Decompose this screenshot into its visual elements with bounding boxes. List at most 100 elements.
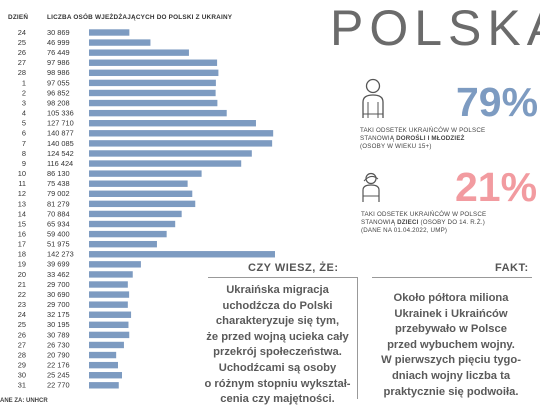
adult-person-icon [362,78,384,118]
bar [89,230,167,238]
value-label: 30 789 [47,330,70,339]
text-line: charakteryzuje się tym, [215,315,340,328]
bar [89,190,193,197]
text-line: przekrój społeczeństwa. [213,346,342,359]
bar [89,150,252,157]
bar [89,331,130,339]
value-label: 97 055 [47,78,70,87]
value-label: 29 700 [47,300,70,309]
value-label: 140 085 [47,139,74,148]
day-label: 11 [18,179,26,188]
value-label: 25 245 [47,371,70,380]
bar [89,361,118,369]
adults-desc-line1: TAKI ODSETEK UKRAIŃCÓW W POLSCE [360,127,486,134]
value-label: 33 462 [47,270,70,279]
value-label: 65 934 [47,219,70,228]
value-label: 46 999 [47,38,70,47]
day-label: 16 [18,230,26,239]
children-desc-line1: TAKI ODSETEK UKRAIŃCÓW W POLSCE [361,211,487,218]
children-percent: 21% [455,164,538,210]
day-label: 24 [18,28,26,37]
day-label: 9 [22,159,26,168]
bar [89,170,202,177]
day-label: 10 [18,169,26,178]
bar [89,109,227,117]
value-label: 70 884 [47,209,70,218]
did-you-know-divider [208,277,357,278]
text-line: uchodźcza do Polski [222,299,333,312]
day-label: 28 [18,68,26,77]
day-label: 1 [22,78,26,87]
value-label: 105 336 [47,109,74,118]
bar [89,89,216,97]
bar [89,251,275,258]
bar [89,220,176,228]
children-desc-line3: (DANE NA 01.04.2022, UMP) [361,227,448,234]
bar [89,120,256,127]
value-label: 140 877 [47,129,74,138]
day-label: 19 [18,260,26,269]
day-label: 2 [22,88,26,97]
value-label: 124 542 [47,149,74,158]
value-label: 127 710 [47,119,74,128]
day-label: 27 [18,340,26,349]
day-label: 7 [22,139,26,148]
bar [89,271,133,278]
day-label: 25 [18,320,26,329]
day-label: 3 [22,98,26,107]
bar [89,140,273,147]
bar [89,382,119,389]
text-line: że przed wojną ucieka cały [206,330,349,343]
bar [89,29,130,36]
did-you-know-title: CZY WIESZ, ŻE: [248,262,339,274]
value-label: 81 279 [47,199,70,208]
text-line: dniach wojny liczba ta [391,369,511,382]
source-note: ANE ZA: UNHCR [0,398,48,404]
text-line: przed wybuchem wojny. [387,338,515,351]
day-label: 24 [18,310,26,319]
value-label: 97 986 [47,58,70,67]
adults-percent: 79% [456,79,539,125]
text-line: W pierwszych pięciu tygo- [381,354,521,367]
day-label: 27 [18,58,26,67]
bar [89,200,196,208]
value-label: 30 690 [47,290,70,299]
value-label: 22 176 [47,361,70,370]
day-label: 22 [18,290,26,299]
did-you-know-side-rule [357,277,358,399]
bar [89,99,218,107]
text-line: Ukraińska migracja [226,284,329,296]
fact-title: FAKT: [495,262,529,274]
did-you-know-text: Ukraińska migracja uchodźcza do Polski cha… [200,283,355,408]
text-line: praktycznie się podwoiła. [383,385,519,398]
day-label: 28 [18,350,26,359]
bar [89,79,216,87]
bar [89,39,151,46]
bar [89,321,129,329]
value-label: 98 208 [47,98,70,107]
bar [89,351,117,359]
text-line: Uchodźcami są osoby [218,361,337,374]
adults-desc-line2: STANOWIĄ DOROŚLI I MŁODZIEŻ [360,135,465,142]
bar [89,311,132,318]
value-label: 142 273 [47,250,74,259]
day-label: 26 [18,48,26,57]
adults-desc-line3: (OSOBY W WIEKU 15+) [360,143,432,150]
value-label: 79 002 [47,189,70,198]
value-label: 96 852 [47,88,70,97]
day-label: 8 [22,149,26,158]
value-label: 22 770 [47,381,70,390]
adults-description: TAKI ODSETEK UKRAIŃCÓW W POLSCE STANOWIĄ… [360,127,485,151]
header-day: DZIEŃ [8,14,29,21]
value-label: 116 424 [47,159,73,168]
value-label: 29 700 [47,280,70,289]
bar [89,240,157,248]
day-label: 31 [18,381,26,390]
value-label: 30 869 [47,28,70,37]
fact-divider [372,277,532,278]
bar [89,281,128,288]
bar [89,180,188,187]
text-line: Około półtora miliona [393,292,509,304]
value-label: 20 790 [47,350,70,359]
